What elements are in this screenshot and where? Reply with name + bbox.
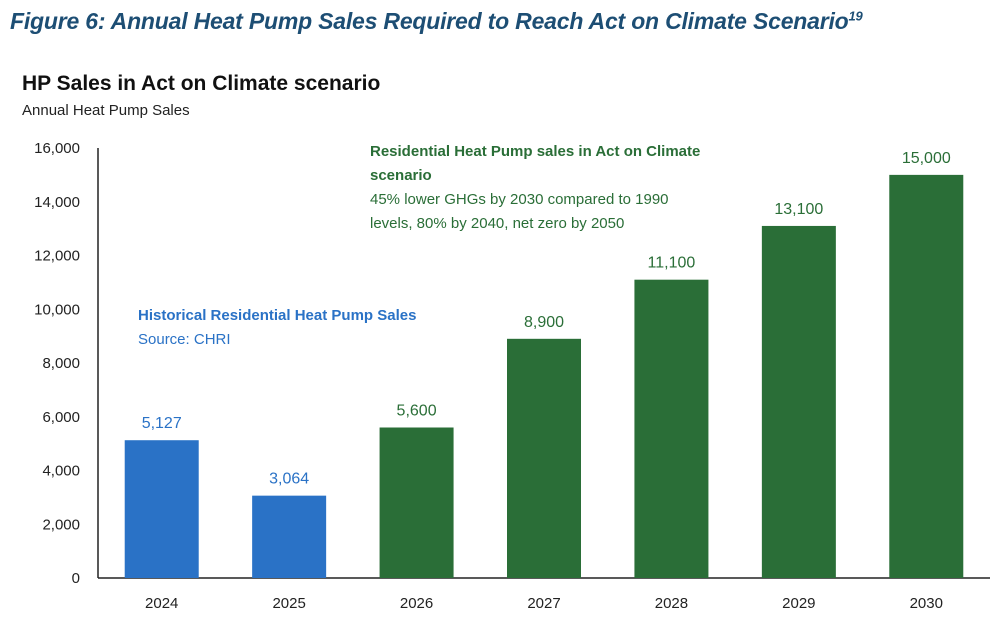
historical-annotation-note: Source: CHRI <box>138 331 231 348</box>
bar-2027 <box>507 338 581 578</box>
scenario-annotation-title: Residential Heat Pump sales in Act on Cl… <box>370 143 701 184</box>
y-tick-label: 2,000 <box>42 516 80 533</box>
y-tick-label: 6,000 <box>42 409 80 426</box>
chart-title: HP Sales in Act on Climate scenario <box>22 72 381 95</box>
bar-2028 <box>634 279 709 578</box>
historical-annotation-title: Historical Residential Heat Pump Sales <box>138 307 417 324</box>
figure-title-text: Figure 6: Annual Heat Pump Sales Require… <box>10 8 849 34</box>
y-tick-label: 8,000 <box>42 355 80 372</box>
bar-2025 <box>252 495 327 578</box>
x-tick-label: 2029 <box>782 595 815 612</box>
y-tick-label: 16,000 <box>34 140 80 157</box>
bar-2030 <box>889 174 964 578</box>
bar-2026 <box>379 427 454 578</box>
y-tick-label: 14,000 <box>34 194 80 211</box>
data-label-2027: 8,900 <box>524 314 564 331</box>
data-label-2028: 11,100 <box>648 255 696 272</box>
scenario-annotation-note: 45% lower GHGs by 2030 compared to 1990 … <box>370 191 669 232</box>
historical-annotation: Historical Residential Heat Pump Sales S… <box>138 304 438 352</box>
y-tick-label: 0 <box>72 570 80 587</box>
data-label-2025: 3,064 <box>269 471 309 488</box>
x-tick-label: 2024 <box>145 595 178 612</box>
data-label-2024: 5,127 <box>142 415 182 432</box>
y-tick-label: 4,000 <box>42 463 80 480</box>
figure-title: Figure 6: Annual Heat Pump Sales Require… <box>10 8 863 35</box>
bar-2024 <box>124 440 199 578</box>
data-label-2026: 5,600 <box>397 403 437 420</box>
footnote-ref: 19 <box>848 8 863 24</box>
bar-2029 <box>761 225 836 578</box>
data-label-2030: 15,000 <box>902 150 951 167</box>
data-label-2029: 13,100 <box>774 201 823 218</box>
y-tick-label: 12,000 <box>34 248 80 265</box>
scenario-annotation: Residential Heat Pump sales in Act on Cl… <box>370 140 715 236</box>
x-tick-label: 2025 <box>272 595 305 612</box>
x-tick-label: 2027 <box>527 595 560 612</box>
chart-subtitle: Annual Heat Pump Sales <box>22 102 190 119</box>
y-tick-label: 10,000 <box>34 301 80 318</box>
x-tick-label: 2030 <box>910 595 943 612</box>
x-tick-label: 2028 <box>655 595 688 612</box>
x-tick-label: 2026 <box>400 595 433 612</box>
